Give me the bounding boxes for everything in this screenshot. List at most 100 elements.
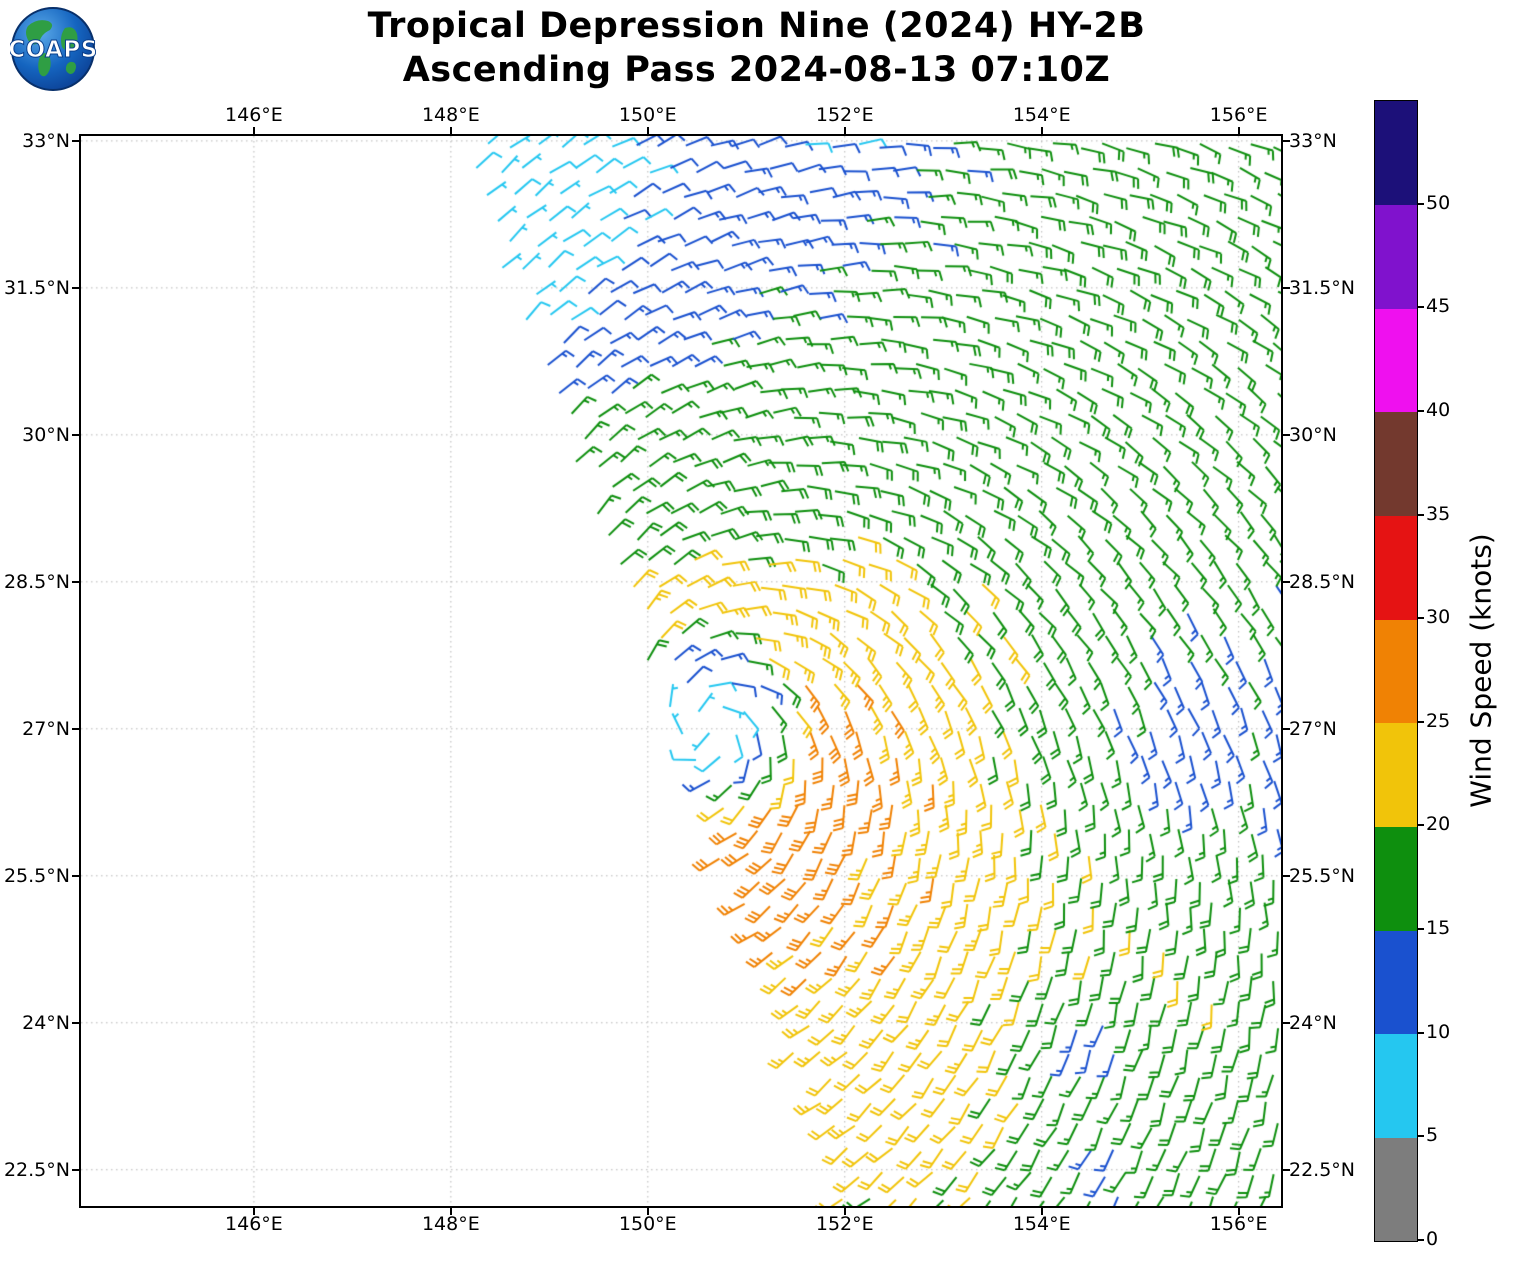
y-tick-label-right: 27°N xyxy=(1289,717,1337,740)
x-tick-label-top: 154°E xyxy=(1012,104,1071,126)
x-tick-mark-bottom xyxy=(1237,1208,1240,1215)
x-tick-label-top: 156°E xyxy=(1209,104,1268,126)
y-tick-label-right: 25.5°N xyxy=(1289,864,1356,887)
x-tick-label-top: 148°E xyxy=(421,104,480,126)
y-tick-label-left: 33°N xyxy=(22,129,70,152)
coaps-logo: COAPS xyxy=(8,6,98,92)
x-tick-mark-bottom xyxy=(646,1208,649,1215)
y-tick-label-left: 28.5°N xyxy=(3,570,70,593)
colorbar-tick-mark xyxy=(1418,409,1424,412)
colorbar-tick-label: 10 xyxy=(1426,1020,1451,1043)
colorbar-segment-10-15 xyxy=(1375,930,1417,1035)
colorbar-tick-mark xyxy=(1418,513,1424,516)
colorbar-tick-mark xyxy=(1418,617,1424,620)
globe-icon: COAPS xyxy=(8,7,98,91)
y-tick-mark-right xyxy=(1283,1021,1290,1024)
y-tick-mark-left xyxy=(72,1021,79,1024)
colorbar-tick-label: 0 xyxy=(1426,1228,1439,1250)
colorbar-segment-25-30 xyxy=(1375,619,1417,724)
y-tick-mark-left xyxy=(72,580,79,583)
colorbar-tick-label: 50 xyxy=(1426,191,1451,214)
y-tick-mark-right xyxy=(1283,727,1290,730)
colorbar-label: Wind Speed (knots) xyxy=(1464,532,1498,808)
colorbar-tick-mark xyxy=(1418,928,1424,931)
colorbar-tick-label: 20 xyxy=(1426,813,1451,836)
x-tick-mark-top xyxy=(1040,127,1043,134)
colorbar-tick-label: 45 xyxy=(1426,295,1451,318)
x-tick-label-bottom: 154°E xyxy=(1012,1213,1071,1235)
colorbar-tick-mark xyxy=(1418,720,1424,723)
x-tick-label-bottom: 150°E xyxy=(618,1213,677,1235)
x-tick-mark-top xyxy=(843,127,846,134)
logo-text: COAPS xyxy=(10,37,96,63)
y-tick-label-left: 30°N xyxy=(22,423,70,446)
y-tick-mark-left xyxy=(72,139,79,142)
x-tick-label-bottom: 146°E xyxy=(225,1213,283,1235)
x-tick-mark-bottom xyxy=(843,1208,846,1215)
colorbar-segment-15-20 xyxy=(1375,826,1417,931)
x-tick-mark-bottom xyxy=(252,1208,255,1215)
colorbar-tick-mark xyxy=(1418,824,1424,827)
y-tick-mark-left xyxy=(72,727,79,730)
x-tick-mark-top xyxy=(1237,127,1240,134)
x-tick-mark-bottom xyxy=(449,1208,452,1215)
colorbar-tick-label: 35 xyxy=(1426,502,1451,525)
x-tick-mark-top xyxy=(449,127,452,134)
colorbar-segment-20-25 xyxy=(1375,722,1417,827)
colorbar-segment-50-55 xyxy=(1375,101,1417,206)
colorbar-segment-5-10 xyxy=(1375,1033,1417,1138)
colorbar-tick-label: 25 xyxy=(1426,709,1451,732)
chart-title: Tropical Depression Nine (2024) HY-2B xyxy=(367,6,1146,46)
y-tick-label-right: 24°N xyxy=(1289,1011,1337,1034)
x-tick-label-top: 146°E xyxy=(225,104,283,126)
colorbar-tick-mark xyxy=(1418,306,1424,309)
x-tick-label-bottom: 152°E xyxy=(815,1213,874,1235)
colorbar-tick-mark xyxy=(1418,1031,1424,1034)
colorbar-tick-label: 40 xyxy=(1426,398,1451,421)
y-tick-mark-right xyxy=(1283,874,1290,877)
y-tick-label-left: 27°N xyxy=(22,717,70,740)
colorbar xyxy=(1374,100,1418,1242)
y-tick-label-right: 31.5°N xyxy=(1289,276,1356,299)
x-tick-label-bottom: 156°E xyxy=(1209,1213,1268,1235)
x-tick-mark-bottom xyxy=(1040,1208,1043,1215)
y-tick-label-right: 22.5°N xyxy=(1289,1158,1356,1181)
y-tick-mark-left xyxy=(72,1168,79,1171)
y-tick-mark-right xyxy=(1283,286,1290,289)
wind-barb-canvas xyxy=(81,136,1281,1206)
colorbar-segment-45-50 xyxy=(1375,204,1417,309)
colorbar-segment-0-5 xyxy=(1375,1137,1417,1242)
y-tick-mark-left xyxy=(72,286,79,289)
y-tick-label-right: 30°N xyxy=(1289,423,1337,446)
chart-subtitle: Ascending Pass 2024-08-13 07:10Z xyxy=(402,50,1111,90)
colorbar-label-wrap: Wind Speed (knots) xyxy=(1448,100,1513,1240)
x-tick-mark-top xyxy=(646,127,649,134)
y-tick-label-left: 24°N xyxy=(22,1011,70,1034)
colorbar-segment-30-35 xyxy=(1375,515,1417,620)
colorbar-segment-35-40 xyxy=(1375,411,1417,517)
colorbar-tick-mark xyxy=(1418,1135,1424,1138)
y-tick-mark-right xyxy=(1283,139,1290,142)
y-tick-mark-right xyxy=(1283,1168,1290,1171)
y-tick-label-left: 22.5°N xyxy=(3,1158,70,1181)
colorbar-segment-40-45 xyxy=(1375,308,1417,413)
y-tick-label-right: 33°N xyxy=(1289,129,1337,152)
y-tick-mark-left xyxy=(72,433,79,436)
y-tick-mark-right xyxy=(1283,580,1290,583)
y-tick-mark-right xyxy=(1283,433,1290,436)
y-tick-label-right: 28.5°N xyxy=(1289,570,1356,593)
colorbar-tick-label: 5 xyxy=(1426,1124,1439,1147)
y-tick-label-left: 25.5°N xyxy=(3,864,70,887)
x-tick-label-top: 152°E xyxy=(815,104,874,126)
colorbar-tick-mark xyxy=(1418,202,1424,205)
y-tick-label-left: 31.5°N xyxy=(3,276,70,299)
x-tick-label-top: 150°E xyxy=(618,104,677,126)
x-tick-mark-top xyxy=(252,127,255,134)
y-tick-mark-left xyxy=(72,874,79,877)
plot-area xyxy=(79,134,1283,1208)
x-tick-label-bottom: 148°E xyxy=(421,1213,480,1235)
colorbar-tick-label: 15 xyxy=(1426,917,1451,940)
colorbar-tick-mark xyxy=(1418,1239,1424,1241)
colorbar-tick-label: 30 xyxy=(1426,606,1451,629)
